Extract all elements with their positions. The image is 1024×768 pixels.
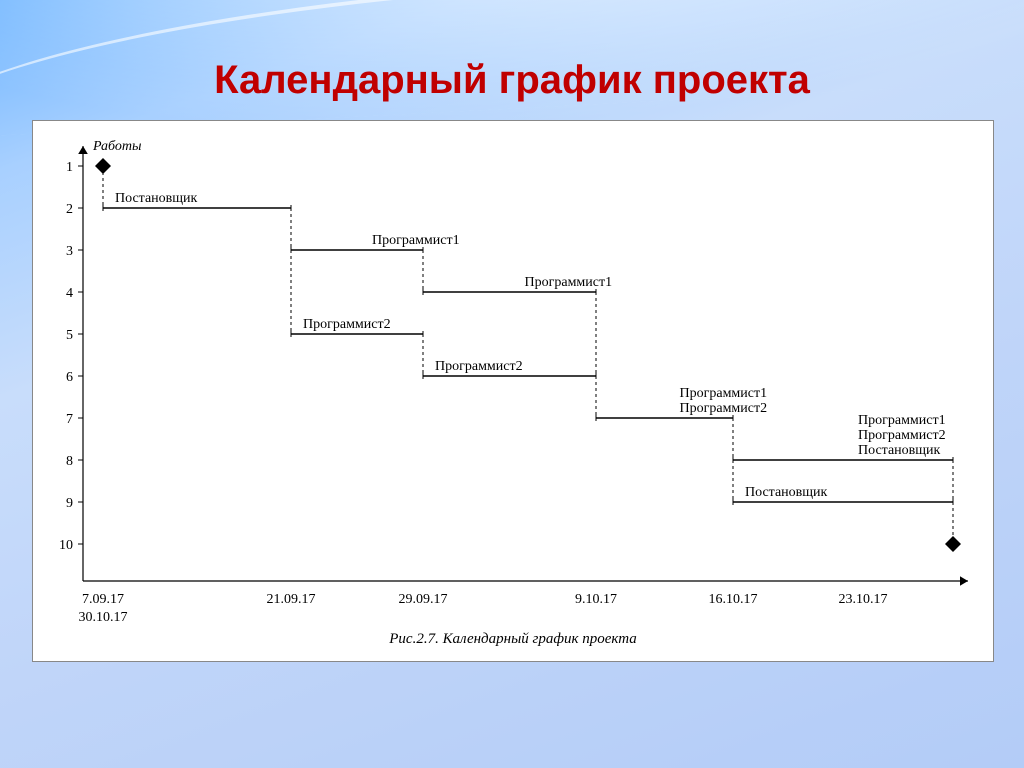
svg-text:7.09.17: 7.09.17 [82,592,124,607]
svg-text:7: 7 [66,412,73,427]
svg-text:Программист2: Программист2 [858,428,946,443]
svg-text:Программист1: Программист1 [525,275,613,290]
svg-text:Программист1: Программист1 [858,413,946,428]
svg-text:Программист2: Программист2 [680,401,768,416]
svg-text:Рис.2.7. Календарный график пр: Рис.2.7. Календарный график проекта [388,631,637,647]
gantt-chart: Работы 1 2 3 4 5 6 7 8 9 10 7.09.17 21.09.17 29.09.17… [33,121,993,661]
svg-text:Программист2: Программист2 [303,317,391,332]
slide-title: Календарный график проекта [0,58,1024,103]
svg-text:30.10.17: 30.10.17 [79,610,128,625]
svg-text:10: 10 [59,538,73,553]
svg-text:Постановщик: Постановщик [115,191,198,206]
svg-text:Постановщик: Постановщик [745,485,828,500]
svg-text:4: 4 [66,286,73,301]
chart-panel: Работы 1 2 3 4 5 6 7 8 9 10 7.09.17 21.09.17 29.09.17… [32,120,994,662]
svg-text:Работы: Работы [92,139,141,154]
svg-text:1: 1 [66,160,73,175]
svg-text:16.10.17: 16.10.17 [709,592,758,607]
svg-text:3: 3 [66,244,73,259]
svg-text:Программист1: Программист1 [372,233,460,248]
svg-text:29.09.17: 29.09.17 [399,592,448,607]
svg-text:8: 8 [66,454,73,469]
slide: Календарный график проекта Работы 1 2 3 4 5 6 7… [0,0,1024,768]
svg-text:6: 6 [66,370,73,385]
svg-text:9: 9 [66,496,73,511]
svg-text:5: 5 [66,328,73,343]
svg-text:9.10.17: 9.10.17 [575,592,617,607]
svg-text:Программист2: Программист2 [435,359,523,374]
svg-text:Постановщик: Постановщик [858,443,941,458]
svg-text:Программист1: Программист1 [680,386,768,401]
svg-text:21.09.17: 21.09.17 [267,592,316,607]
svg-text:23.10.17: 23.10.17 [839,592,888,607]
svg-text:2: 2 [66,202,73,217]
